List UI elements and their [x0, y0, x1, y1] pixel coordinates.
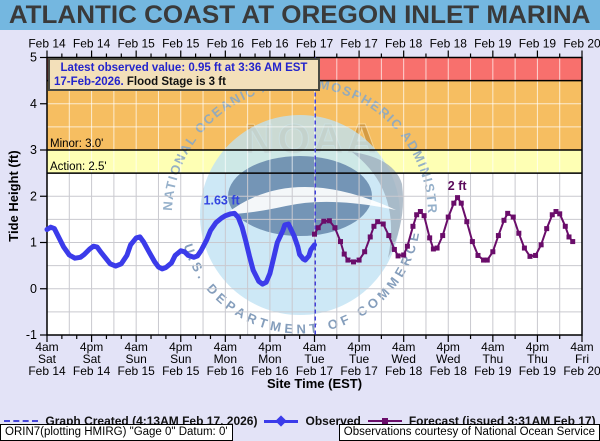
observed-line: [44, 210, 317, 287]
top-date-label: Feb 16: [251, 37, 289, 51]
y-tick-label: -1: [26, 328, 37, 342]
latest-observed-text: Latest observed value: 0.95 ft at 3:36 A…: [60, 62, 308, 74]
bottom-date-label: Feb 15: [162, 364, 200, 378]
bottom-time-label: 4am: [35, 340, 58, 354]
observed-diamond-marker: [275, 415, 288, 427]
bottom-time-label: 4pm: [526, 340, 549, 354]
top-date-label: Feb 15: [162, 37, 200, 51]
top-date-label: Feb 16: [207, 37, 245, 51]
axis-ticks: [40, 50, 583, 342]
y-tick-label: 3: [30, 143, 37, 157]
bottom-time-label: 4pm: [258, 340, 281, 354]
y-tick-label: 0: [30, 282, 37, 296]
bottom-day-label: Mon: [258, 352, 281, 366]
bottom-day-label: Tue: [349, 352, 370, 366]
latest-observed-date: 17-Feb-2026.: [54, 76, 124, 88]
bottom-time-label: 4pm: [80, 340, 103, 354]
bottom-date-label: Feb 16: [207, 364, 245, 378]
bottom-day-label: Sun: [170, 352, 191, 366]
bottom-day-label: Sat: [83, 352, 102, 366]
y-tick-label: 5: [30, 51, 37, 65]
top-date-label: Feb 17: [296, 37, 334, 51]
bottom-time-label: 4am: [481, 340, 504, 354]
bottom-date-label: Feb 14: [73, 364, 111, 378]
top-date-label: Feb 18: [385, 37, 423, 51]
graph-created-line-swatch: [4, 416, 39, 426]
bottom-time-label: 4am: [303, 340, 326, 354]
latest-observed-box: Latest observed value: 0.95 ft at 3:36 A…: [48, 58, 320, 91]
bottom-time-label: 4pm: [169, 340, 192, 354]
observations-credit-box: Observations courtesy of National Ocean …: [338, 424, 600, 441]
forecast-line-swatch: [367, 416, 402, 426]
page-title: ATLANTIC COAST AT OREGON INLET MARINA: [9, 0, 591, 29]
bottom-date-label: Feb 20: [563, 364, 600, 378]
chart-foreground: Minor: 3.0' Action: 2.5' 5 4 3 2 1 0 -1 Feb 14 Feb…: [26, 37, 600, 379]
bottom-time-label: 4pm: [347, 340, 370, 354]
bottom-date-label: Feb 19: [519, 364, 557, 378]
top-date-label: Feb 14: [28, 37, 66, 51]
minor-threshold-label: Minor: 3.0': [50, 138, 103, 150]
x-axis-title: Site Time (EST): [266, 376, 363, 391]
watermark-crescent: [352, 152, 404, 258]
bottom-date-label: Feb 17: [340, 364, 378, 378]
observed-line-swatch: [264, 415, 299, 427]
top-date-label: Feb 17: [340, 37, 378, 51]
bottom-date-label: Feb 17: [296, 364, 334, 378]
bottom-time-label: 4am: [124, 340, 147, 354]
flood-stage-text: Flood Stage is 3 ft: [123, 76, 226, 88]
y-tick-label: 4: [30, 97, 37, 111]
watermark-seagull: [226, 186, 396, 214]
top-date-label: Feb 19: [474, 37, 512, 51]
top-date-label: Feb 20: [563, 37, 600, 51]
bottom-date-label: Feb 18: [430, 364, 468, 378]
title-bar: ATLANTIC COAST AT OREGON INLET MARINA: [0, 0, 600, 30]
bottom-day-label: Wed: [436, 352, 460, 366]
y-tick-label: 1: [30, 236, 37, 250]
action-threshold-label: Action: 2.5': [50, 161, 107, 173]
bottom-time-label: 4pm: [437, 340, 460, 354]
top-date-label: Feb 15: [117, 37, 155, 51]
peak-value-label: 2 ft: [448, 179, 468, 193]
top-date-label: Feb 19: [519, 37, 557, 51]
bottom-day-label: Sat: [38, 352, 57, 366]
top-date-label: Feb 18: [430, 37, 468, 51]
bottom-day-label: Sun: [125, 352, 146, 366]
bottom-date-label: Feb 19: [474, 364, 512, 378]
gage-datum-box: ORIN7(plotting HMIRG) "Gage 0" Datum: 0': [0, 424, 233, 441]
y-tick-label: 2: [30, 189, 37, 203]
top-date-label: Feb 14: [73, 37, 111, 51]
forecast-markers: [312, 195, 576, 265]
bottom-time-label: 4am: [392, 340, 415, 354]
forecast-square-marker: [381, 418, 388, 424]
bottom-day-label: Thu: [482, 352, 503, 366]
bottom-time-label: 4am: [214, 340, 237, 354]
bottom-date-label: Feb 16: [251, 364, 289, 378]
peak-value-label: 1.63 ft: [204, 194, 241, 208]
bottom-day-label: Mon: [214, 352, 237, 366]
bottom-day-label: Tue: [304, 352, 325, 366]
bottom-day-label: Fri: [575, 352, 589, 366]
bottom-day-label: Wed: [391, 352, 415, 366]
bottom-date-label: Feb 14: [28, 364, 66, 378]
bottom-time-label: 4am: [570, 340, 593, 354]
y-axis-title: Tide Height (ft): [6, 150, 21, 242]
bottom-date-label: Feb 18: [385, 364, 423, 378]
bottom-day-label: Thu: [527, 352, 548, 366]
bottom-date-label: Feb 15: [117, 364, 155, 378]
